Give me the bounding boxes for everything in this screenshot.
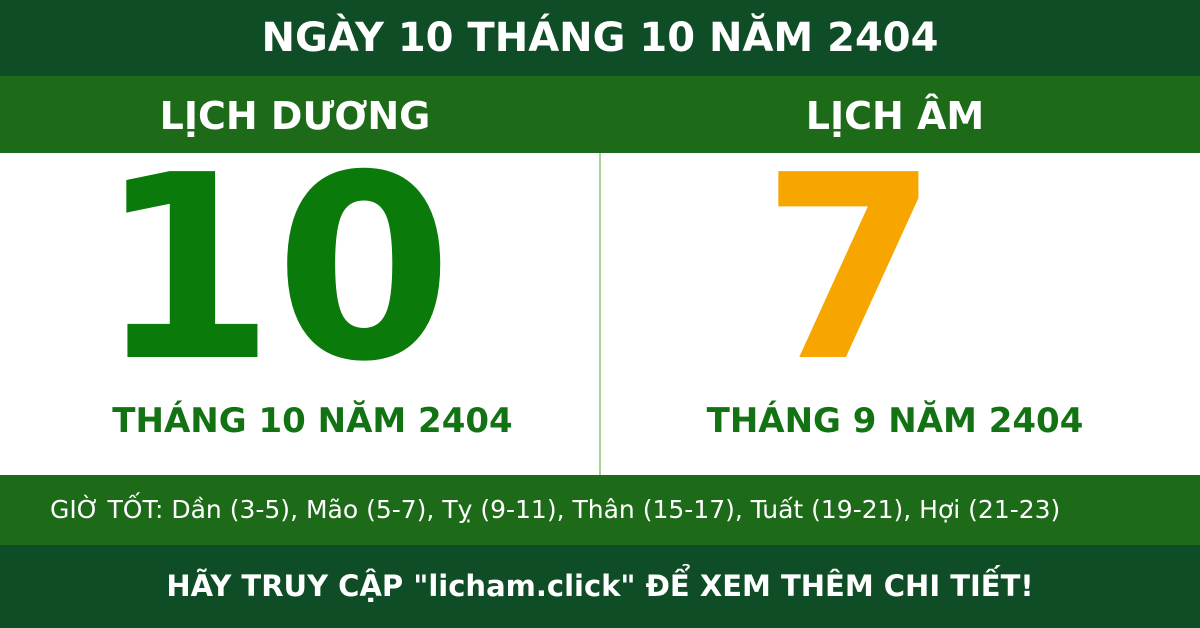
lunar-day: 7 [761, 121, 939, 418]
heading-band: LỊCH DƯƠNG LỊCH ÂM [0, 76, 1200, 153]
divider [599, 153, 601, 475]
lunar-heading: LỊCH ÂM [805, 94, 985, 138]
good-hours: GIỜ TỐT: Dần (3-5), Mão (5-7), Tỵ (9-11)… [0, 475, 1200, 545]
solar-day: 10 [97, 121, 453, 418]
footer: HÃY TRUY CẬP "licham.click" ĐỂ XEM THÊM … [0, 545, 1200, 628]
lunar-month-year: THÁNG 9 NĂM 2404 [706, 401, 1084, 441]
solar-month-year: THÁNG 10 NĂM 2404 [112, 401, 513, 441]
header-title: NGÀY 10 THÁNG 10 NĂM 2404 [0, 0, 1200, 76]
solar-heading: LỊCH DƯƠNG [159, 94, 431, 138]
